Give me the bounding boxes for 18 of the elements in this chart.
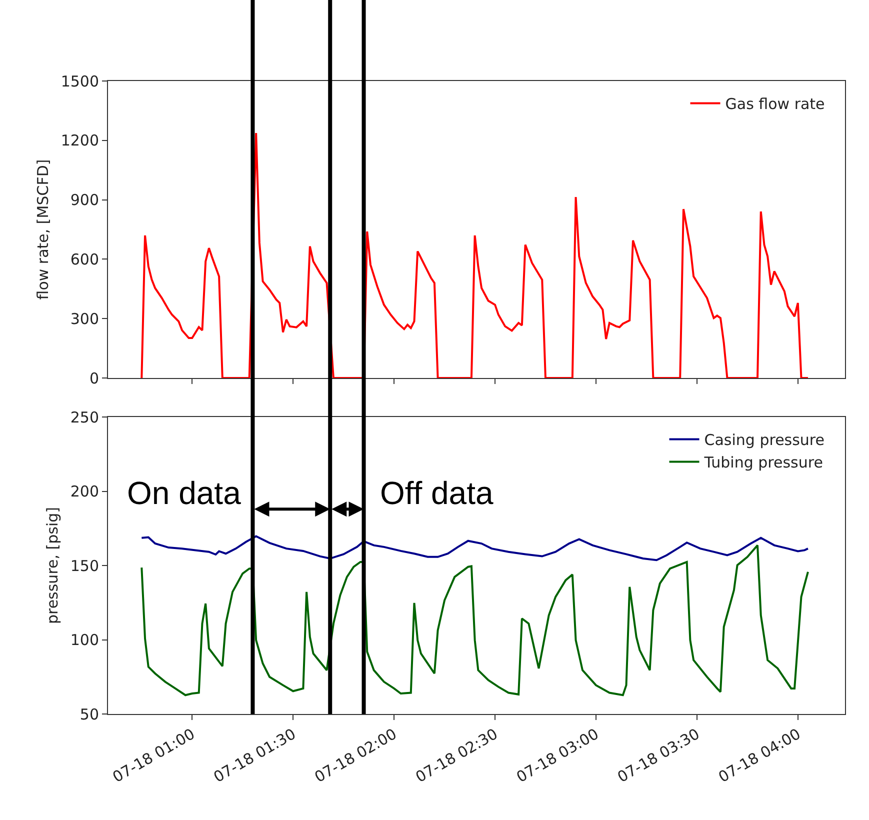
- y-tick-label: 50: [80, 705, 99, 724]
- legend-label: Casing pressure: [704, 431, 824, 450]
- y-tick-label: 0: [89, 369, 99, 388]
- y-tick-label: 100: [70, 631, 99, 649]
- y-tick-label: 300: [70, 310, 99, 328]
- y-tick-label: 900: [70, 191, 99, 210]
- y-tick-label: 1500: [60, 72, 99, 90]
- legend-label: Tubing pressure: [703, 454, 823, 472]
- y-tick-label: 250: [70, 408, 99, 426]
- y-tick-label: 150: [70, 556, 99, 575]
- annotation: On data: [127, 475, 242, 511]
- y-tick-label: 600: [70, 250, 99, 268]
- y-axis-title: pressure, [psig]: [44, 506, 62, 624]
- y-tick-label: 1200: [60, 132, 99, 150]
- legend-label: Gas flow rate: [725, 95, 825, 114]
- annotation: Off data: [380, 475, 494, 511]
- y-axis-title: flow rate, [MSCFD]: [34, 159, 52, 300]
- y-tick-label: 200: [70, 482, 99, 500]
